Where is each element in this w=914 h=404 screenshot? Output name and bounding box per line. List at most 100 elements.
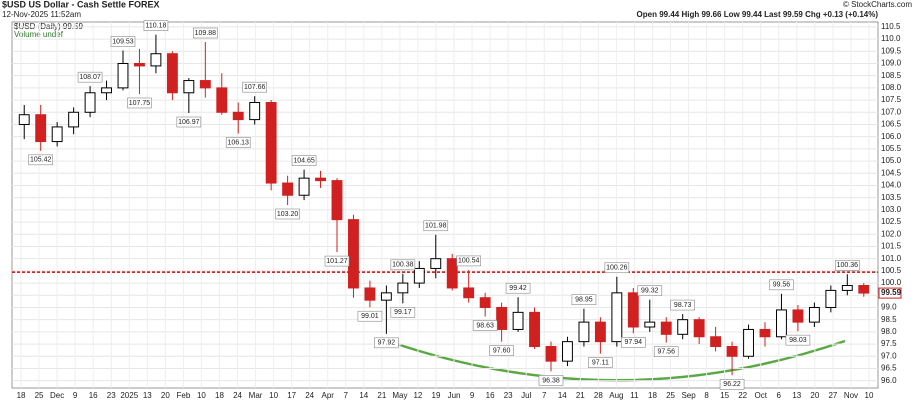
x-tick-label: 24 xyxy=(233,391,242,400)
price-label: 109.88 xyxy=(195,30,217,37)
x-tick-label: 23 xyxy=(107,391,116,400)
candle-body xyxy=(677,319,689,335)
x-tick-label: 19 xyxy=(432,391,441,400)
x-tick-label: 11 xyxy=(630,391,639,400)
candle-body xyxy=(413,267,425,284)
candle-body xyxy=(134,62,145,67)
candle-body xyxy=(364,287,376,301)
price-label: 103.20 xyxy=(277,211,299,218)
y-tick-label: 108.0 xyxy=(881,83,902,92)
x-tick-label: 9 xyxy=(470,391,475,400)
price-label: 99.42 xyxy=(509,285,527,292)
price-label-box xyxy=(423,220,449,232)
price-label: 108.07 xyxy=(79,74,101,81)
y-tick-label: 104.5 xyxy=(881,168,902,177)
candle-body xyxy=(808,306,820,323)
price-label: 97.94 xyxy=(625,339,643,346)
x-tick-label: 23 xyxy=(504,391,513,400)
candle-body xyxy=(68,111,80,128)
candle-body xyxy=(298,177,310,196)
y-tick-label: 102.5 xyxy=(881,217,902,226)
x-tick-label: 10 xyxy=(865,391,874,400)
price-label-box xyxy=(127,97,152,109)
y-tick-label: 106.0 xyxy=(881,132,902,141)
chart-title: $USD US Dollar - Cash Settle FOREX xyxy=(2,0,160,9)
y-tick-label: 110.5 xyxy=(881,22,901,31)
price-label: 99.56 xyxy=(773,282,791,289)
x-tick-label: 12 xyxy=(413,391,422,400)
price-label: 96.22 xyxy=(723,381,741,388)
candle-body xyxy=(117,62,129,89)
candle-body xyxy=(627,292,639,328)
price-label: 97.60 xyxy=(493,347,511,354)
price-label-box xyxy=(77,71,103,83)
price-label: 98.95 xyxy=(575,297,593,304)
candle-body xyxy=(331,180,343,221)
y-tick-label: 107.0 xyxy=(881,107,902,116)
price-label: 98.63 xyxy=(476,322,494,329)
y-tick-label: 110.0 xyxy=(881,34,901,43)
candle-body xyxy=(660,321,672,335)
x-tick-label: Apr xyxy=(322,391,335,400)
y-tick-label: 105.5 xyxy=(881,144,902,153)
candle-body xyxy=(792,309,804,323)
x-tick-label: Feb xyxy=(176,391,190,400)
candle-body xyxy=(512,311,524,330)
candle-body xyxy=(496,306,508,330)
price-label-box xyxy=(653,346,679,357)
y-tick-label: 96.5 xyxy=(881,364,897,373)
x-tick-label: 18 xyxy=(648,391,657,400)
price-label-box xyxy=(390,259,416,271)
candle-body xyxy=(726,346,738,357)
candle-body xyxy=(249,102,261,121)
x-tick-label: 2025 xyxy=(120,391,138,400)
candle-body xyxy=(199,80,211,89)
price-label-box xyxy=(670,299,695,311)
x-tick-label: 18 xyxy=(215,391,224,400)
x-tick-label: 13 xyxy=(792,391,801,400)
x-tick-label: Sep xyxy=(681,391,696,400)
x-tick-label: 8 xyxy=(704,391,709,400)
price-label-box xyxy=(225,137,251,148)
credit: © StockCharts.com xyxy=(843,0,912,9)
price-label-box xyxy=(719,379,745,390)
price-label: 107.75 xyxy=(129,100,151,107)
candle-body xyxy=(545,346,557,362)
candle-body xyxy=(776,309,787,338)
y-tick-label: 101.5 xyxy=(881,242,902,251)
price-label: 106.97 xyxy=(178,119,200,126)
price-label: 99.01 xyxy=(361,313,379,320)
price-label-box xyxy=(275,208,300,220)
candle-body xyxy=(841,285,853,291)
y-tick-label: 102.0 xyxy=(881,229,902,238)
price-label: 97.11 xyxy=(592,359,609,366)
last-price-box xyxy=(878,287,902,299)
candle-body xyxy=(35,114,47,143)
candle-body xyxy=(710,336,722,348)
y-tick-label: 101.0 xyxy=(881,254,902,263)
x-tick-label: Jul xyxy=(521,391,531,400)
x-tick-label: Jun xyxy=(448,391,461,400)
last-price-label: 99.59 xyxy=(881,288,902,297)
timestamp: 12-Nov-2025 11:52am xyxy=(2,10,81,19)
price-label: 100.38 xyxy=(392,262,414,269)
x-tick-label: 10 xyxy=(197,391,206,400)
y-tick-label: 107.5 xyxy=(881,95,902,104)
x-tick-label: 6 xyxy=(777,391,782,400)
price-label-box xyxy=(143,20,169,31)
price-label-box xyxy=(242,81,267,93)
x-tick-label: 14 xyxy=(359,391,368,400)
x-tick-label: Dec xyxy=(50,391,64,400)
price-label-box xyxy=(571,294,597,306)
price-label-box xyxy=(110,36,136,47)
y-tick-label: 108.5 xyxy=(881,71,902,80)
candle-body xyxy=(562,341,573,362)
candle-body xyxy=(265,102,277,184)
price-label: 97.56 xyxy=(657,348,675,355)
candle-body xyxy=(18,114,30,125)
y-tick-label: 100.0 xyxy=(881,278,902,287)
candle-body xyxy=(397,282,409,294)
y-tick-label: 99.0 xyxy=(881,303,897,312)
x-tick-label: 7 xyxy=(344,391,349,400)
